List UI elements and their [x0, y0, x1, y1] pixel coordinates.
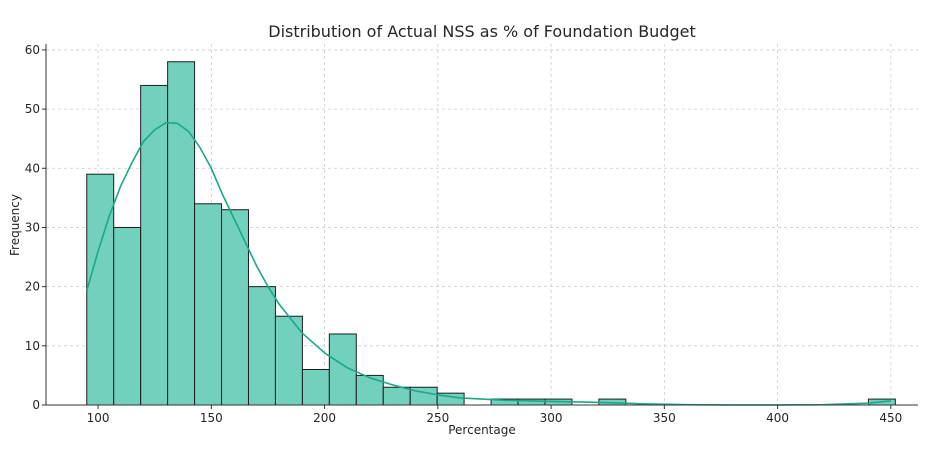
kde-curve: [86, 121, 891, 406]
histogram-bar: [221, 209, 249, 406]
axes: [45, 44, 918, 406]
y-tick-label: 20: [25, 280, 40, 294]
y-tick-label: 40: [25, 161, 40, 175]
x-tick-label: 450: [879, 411, 902, 425]
histogram-bar: [167, 61, 196, 406]
y-tick-label: 30: [25, 220, 40, 234]
chart-title: Distribution of Actual NSS as % of Found…: [268, 22, 695, 41]
histogram-bar: [113, 226, 142, 406]
x-tick-label: 300: [540, 411, 563, 425]
histogram-bar: [274, 315, 303, 406]
histogram-bar: [301, 368, 330, 406]
x-tick-label: 150: [200, 411, 223, 425]
y-tick-label: 10: [25, 339, 40, 353]
histogram-bar: [382, 386, 411, 406]
histogram-bar: [247, 286, 276, 406]
y-tick-label: 60: [25, 43, 40, 57]
histogram-bar: [355, 374, 384, 406]
histogram-bar: [194, 203, 223, 406]
x-tick-label: 400: [766, 411, 789, 425]
tick-labels: 100 150 200 250 300 350 400 450 0 10 20 30 40 50 60: [25, 43, 903, 425]
y-tick-label: 0: [32, 398, 40, 412]
x-axis-label: Percentage: [448, 423, 516, 437]
histogram-bar: [140, 84, 169, 406]
y-tick-label: 50: [25, 102, 40, 116]
histogram-bars: [86, 61, 896, 406]
kde-curve-layer: [86, 121, 891, 406]
x-tick-label: 100: [87, 411, 110, 425]
x-tick-label: 250: [426, 411, 449, 425]
y-axis-label: Frequency: [8, 194, 22, 256]
x-tick-label: 200: [313, 411, 336, 425]
histogram-bar: [86, 173, 115, 406]
x-tick-label: 350: [653, 411, 676, 425]
